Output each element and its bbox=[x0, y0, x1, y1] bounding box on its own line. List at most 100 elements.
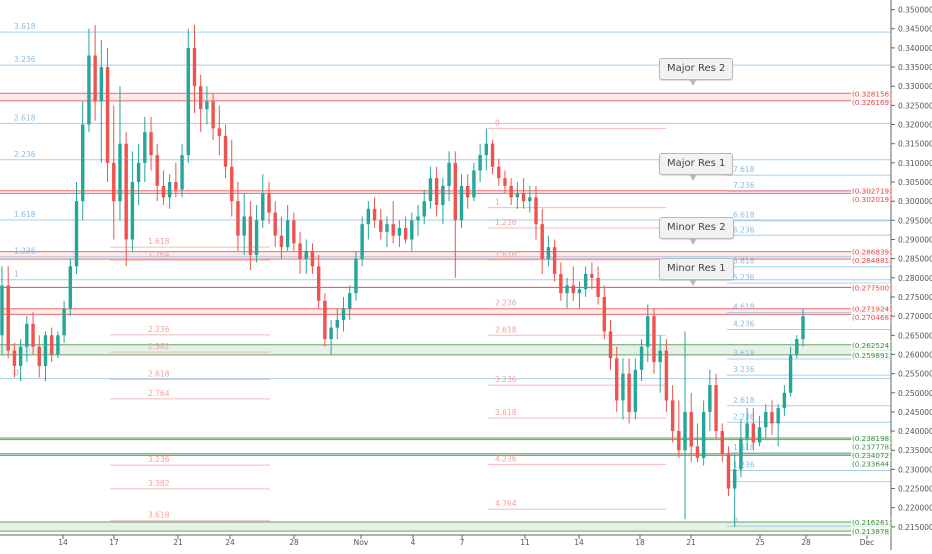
fib-label-0-0: 3.618 bbox=[14, 22, 36, 31]
x-tick-label-9: 14 bbox=[574, 538, 584, 547]
candle-body-0 bbox=[0, 285, 4, 336]
candle-body-26 bbox=[161, 185, 166, 198]
callout-minor-res-2: Minor Res 2 bbox=[659, 217, 734, 245]
candle-body-97 bbox=[602, 296, 607, 332]
candle-body-82 bbox=[509, 185, 513, 198]
y-tick-label-24: 0.230000 bbox=[898, 465, 932, 474]
fib-label-2-2: 1.236 bbox=[495, 218, 517, 227]
fib-label-1-0: 1.618 bbox=[148, 237, 170, 246]
candle-body-7 bbox=[43, 335, 48, 366]
price-tag-bg-3 bbox=[851, 195, 891, 204]
candle-body-69 bbox=[428, 178, 433, 202]
zone-band-7 bbox=[0, 522, 891, 532]
candle-body-127 bbox=[788, 354, 793, 393]
candle-body-75 bbox=[465, 185, 470, 198]
price-tag-7: (0.271924) bbox=[852, 305, 892, 314]
y-tick-label-22: 0.240000 bbox=[898, 427, 932, 436]
candle-body-111 bbox=[689, 411, 693, 447]
x-tick-label-2: 21 bbox=[173, 538, 183, 547]
candle-body-43 bbox=[267, 193, 271, 213]
zone-band-2 bbox=[0, 251, 891, 260]
candle-body-29 bbox=[180, 155, 184, 190]
candle-body-71 bbox=[441, 185, 445, 205]
price-tag-bg-1 bbox=[851, 97, 891, 107]
price-tag-bg-15 bbox=[851, 518, 891, 527]
y-tick-label-13: 0.285000 bbox=[898, 255, 932, 264]
candle-body-83 bbox=[515, 193, 520, 198]
zone-band-1 bbox=[0, 190, 891, 194]
candle-body-68 bbox=[422, 201, 426, 217]
candle-body-105 bbox=[652, 316, 656, 363]
price-tag-11: (0.238198) bbox=[852, 434, 892, 443]
candle-body-44 bbox=[273, 212, 277, 236]
candle-body-125 bbox=[776, 408, 780, 424]
candle-body-55 bbox=[341, 308, 346, 320]
candle-body-9 bbox=[56, 335, 60, 355]
price-tag-8: (0.270468) bbox=[852, 313, 892, 322]
candle-body-119 bbox=[739, 438, 743, 470]
y-tick-label-26: 0.220000 bbox=[898, 504, 932, 513]
fib-label-3-13: 1.236 bbox=[733, 461, 755, 470]
y-tick-label-27: 0.215000 bbox=[898, 523, 932, 532]
price-tag-bg-16 bbox=[851, 527, 891, 536]
y-tick-label-7: 0.315000 bbox=[898, 140, 932, 149]
price-tag-bg-4 bbox=[851, 247, 891, 257]
candle-body-17 bbox=[105, 67, 110, 163]
y-tick-label-23: 0.235000 bbox=[898, 446, 932, 455]
candle-body-115 bbox=[714, 385, 718, 432]
candle-body-31 bbox=[192, 47, 197, 87]
price-tag-1: (0.326169) bbox=[852, 98, 892, 107]
price-tag-bg-14 bbox=[851, 459, 891, 468]
candle-body-35 bbox=[217, 128, 222, 137]
candle-body-108 bbox=[670, 400, 675, 432]
candle-body-25 bbox=[155, 155, 159, 186]
price-tag-3: (0.302019) bbox=[852, 195, 892, 204]
candle-body-4 bbox=[25, 323, 29, 347]
candle-body-91 bbox=[565, 285, 569, 294]
candle-body-24 bbox=[149, 132, 153, 156]
zone-band-4 bbox=[0, 344, 891, 355]
zone-band-0 bbox=[0, 93, 891, 101]
candle-body-122 bbox=[757, 427, 762, 443]
candle-body-120 bbox=[745, 423, 749, 439]
candle-body-112 bbox=[695, 446, 700, 458]
candle-body-126 bbox=[782, 392, 787, 409]
candle-body-45 bbox=[279, 235, 284, 248]
price-tag-10: (0.259891) bbox=[852, 351, 892, 360]
candle-body-110 bbox=[683, 411, 687, 451]
candle-body-56 bbox=[348, 293, 352, 309]
candle-body-49 bbox=[304, 250, 308, 259]
candle-body-87 bbox=[540, 224, 544, 259]
price-tag-bg-2 bbox=[851, 186, 891, 196]
candle-body-89 bbox=[552, 247, 557, 274]
x-tick-label-1: 17 bbox=[109, 538, 119, 547]
y-tick-label-19: 0.255000 bbox=[898, 370, 932, 379]
candle-body-67 bbox=[416, 216, 420, 221]
price-tag-14: (0.233644) bbox=[852, 459, 892, 468]
x-tick-label-4: 28 bbox=[289, 538, 299, 547]
fib-label-2-4: 2.236 bbox=[495, 298, 517, 307]
candle-body-40 bbox=[248, 216, 253, 255]
candle-body-63 bbox=[391, 224, 395, 236]
y-tick-label-20: 0.250000 bbox=[898, 389, 932, 398]
candle-body-88 bbox=[546, 247, 551, 259]
fib-label-1-2: 2.236 bbox=[148, 325, 170, 334]
price-tag-bg-7 bbox=[851, 304, 891, 314]
fib-label-3-4: 5.618 bbox=[733, 257, 755, 266]
candle-body-117 bbox=[726, 454, 731, 489]
candle-body-51 bbox=[316, 266, 321, 301]
y-tick-label-16: 0.270000 bbox=[898, 312, 932, 321]
candle-body-41 bbox=[254, 220, 259, 255]
candle-body-114 bbox=[708, 385, 712, 412]
candle-body-79 bbox=[490, 143, 495, 167]
fib-label-0-5: 1.236 bbox=[14, 247, 36, 256]
price-tag-bg-12 bbox=[851, 442, 891, 451]
candle-body-47 bbox=[292, 220, 296, 244]
fib-label-3-3: 6.236 bbox=[733, 225, 755, 234]
fib-label-1-6: 3.236 bbox=[148, 455, 170, 464]
candle-body-42 bbox=[261, 193, 265, 221]
fib-label-0-2: 2.618 bbox=[14, 113, 36, 122]
fib-label-3-1: 7.236 bbox=[733, 181, 755, 190]
